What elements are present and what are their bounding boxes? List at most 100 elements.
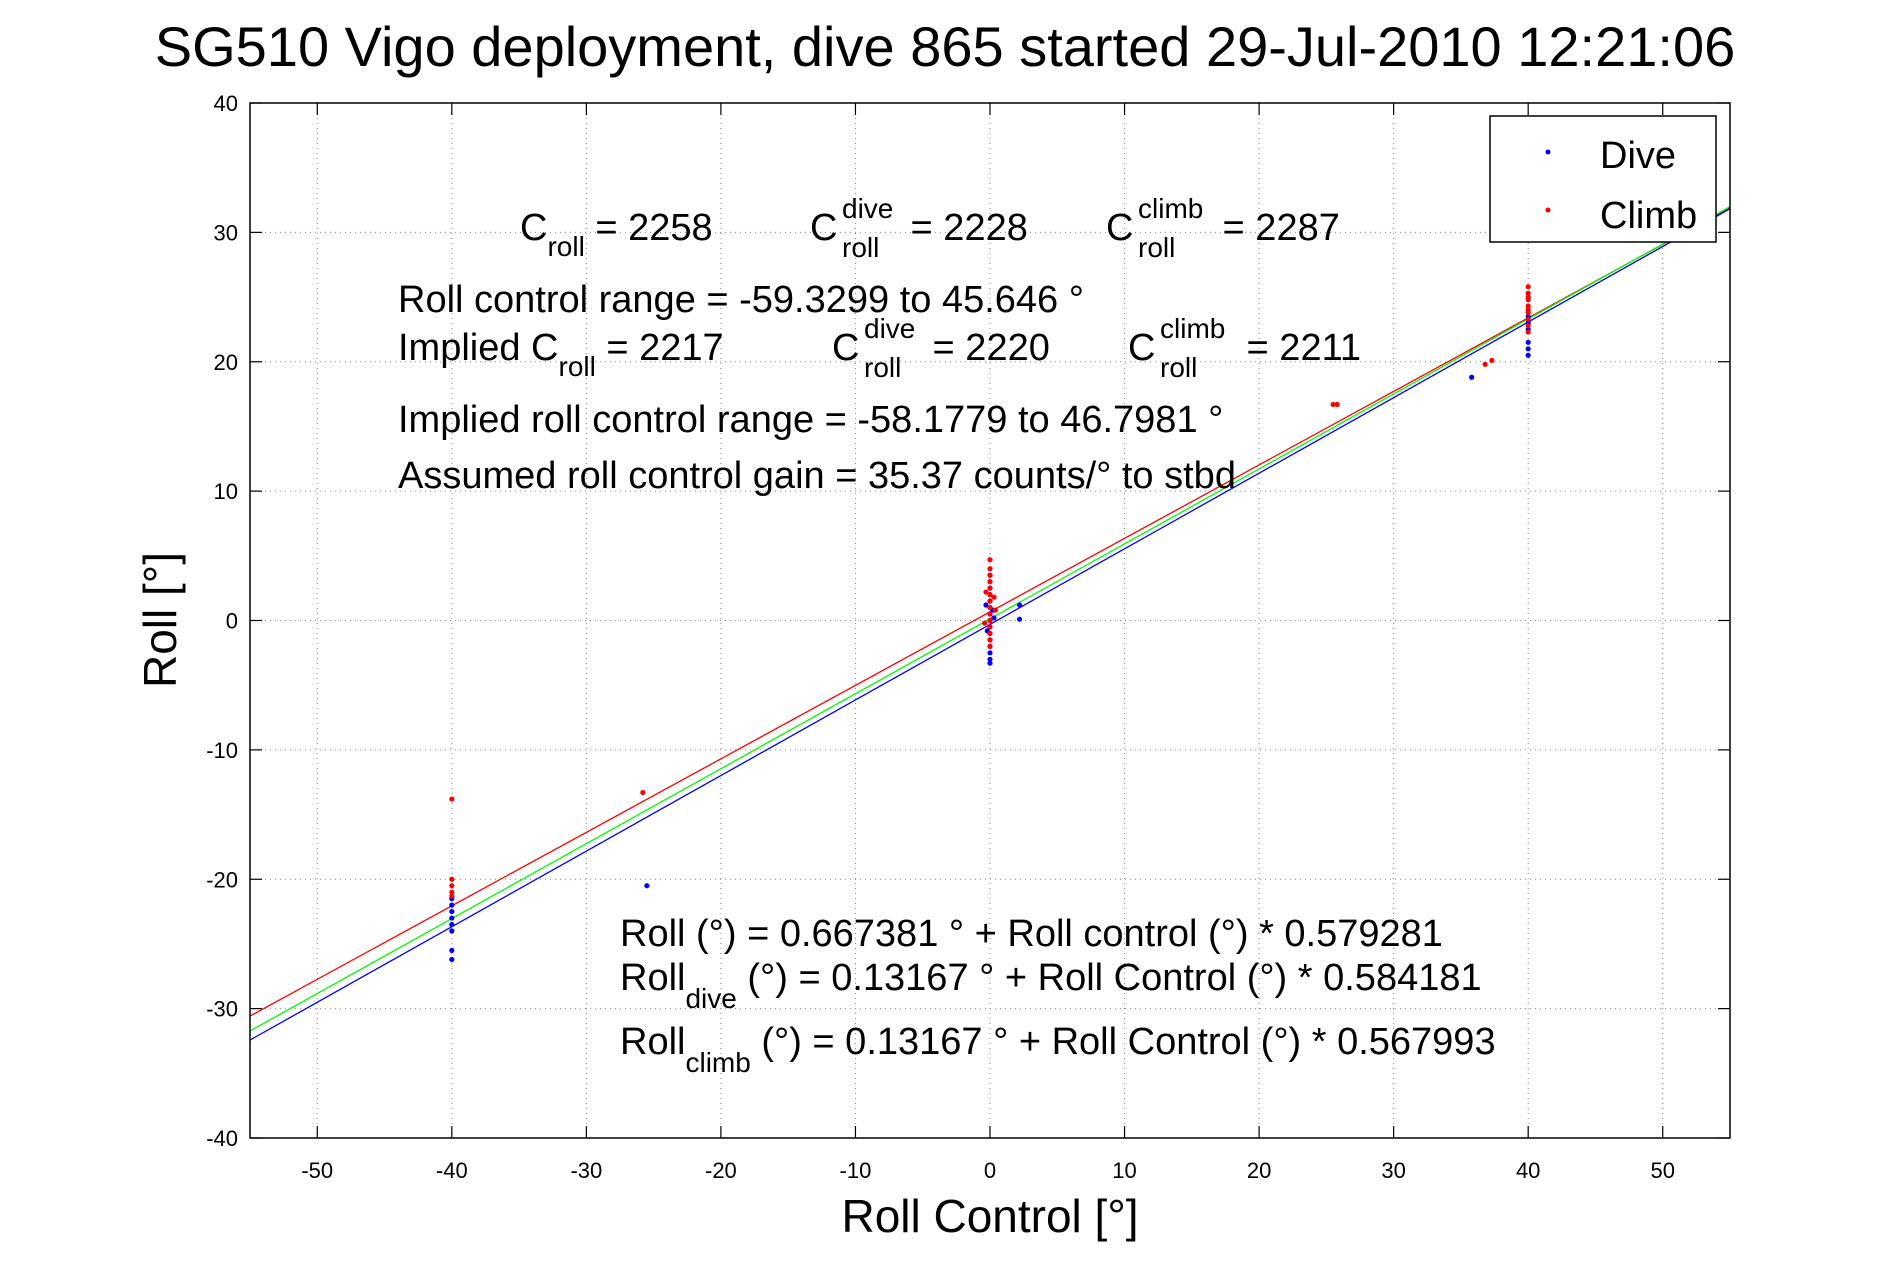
x-tick-label: 40 — [1516, 1158, 1540, 1183]
data-point-dive — [1525, 339, 1531, 345]
data-point-dive — [987, 650, 993, 656]
axis-ticks: -50 -40 -30 -20 -10 0 10 20 30 40 50 -40 -30 -20 -10 0 1… — [206, 91, 1730, 1183]
annotation-roll-control-range: Roll control range = -59.3299 to 45.646 … — [398, 279, 1084, 321]
data-point-climb — [987, 579, 993, 585]
x-tick-label: -50 — [301, 1158, 333, 1183]
data-point-climb — [1489, 357, 1495, 364]
data-point-climb — [449, 796, 455, 802]
legend-marker-dive — [1545, 149, 1551, 155]
data-point-climb — [1525, 322, 1531, 329]
data-point-climb — [449, 883, 455, 889]
x-tick-label: 10 — [1112, 1158, 1136, 1183]
y-tick-label: 20 — [214, 350, 238, 375]
data-point-climb — [987, 604, 993, 611]
legend: Dive Climb — [1489, 115, 1717, 243]
data-point-climb — [1525, 307, 1531, 313]
data-point-climb — [449, 889, 455, 895]
data-point-dive — [1017, 616, 1023, 622]
annotation-implied-c-roll: Implied Croll = 2217 — [398, 327, 724, 382]
data-point-climb — [1525, 294, 1531, 300]
legend-marker-climb — [1545, 207, 1551, 213]
data-point-climb — [987, 598, 993, 604]
y-tick-label: -30 — [206, 997, 238, 1022]
x-tick-label: 30 — [1381, 1158, 1405, 1183]
data-point-dive — [1525, 346, 1531, 352]
data-point-dive — [1525, 352, 1531, 358]
data-point-climb — [640, 789, 646, 796]
annotation-assumed-gain: Assumed roll control gain = 35.37 counts… — [398, 455, 1236, 497]
data-point-climb — [987, 566, 993, 572]
data-point-dive — [449, 908, 455, 915]
data-point-dive — [987, 660, 993, 666]
data-point-climb — [987, 624, 993, 630]
data-point-climb — [987, 585, 993, 591]
data-point-dive — [449, 947, 455, 954]
annotation-fit-all: Roll (°) = 0.667381 ° + Roll control (°)… — [620, 913, 1443, 955]
data-point-climb — [987, 630, 993, 637]
y-tick-label: 40 — [214, 91, 238, 116]
data-point-dive — [449, 915, 455, 921]
x-tick-label: 20 — [1247, 1158, 1271, 1183]
y-axis-label: Roll [°] — [134, 552, 186, 688]
x-axis-label: Roll Control [°] — [841, 1190, 1138, 1242]
y-tick-label: 30 — [214, 220, 238, 245]
x-tick-label: -20 — [705, 1158, 737, 1183]
data-point-climb — [987, 611, 993, 617]
data-point-dive — [983, 602, 989, 608]
data-point-climb — [1525, 290, 1531, 296]
data-point-dive — [644, 883, 650, 889]
y-tick-label: -20 — [206, 867, 238, 892]
legend-label-dive: Dive — [1600, 135, 1676, 177]
annotation-fit-dive: Rolldive (°) = 0.13167 ° + Roll Control … — [620, 957, 1482, 1014]
data-point-climb — [449, 876, 455, 882]
x-tick-label: 0 — [984, 1158, 996, 1183]
y-tick-label: -40 — [206, 1126, 238, 1151]
data-point-climb — [1334, 401, 1340, 408]
annotation-c-roll: Croll = 2258 — [520, 207, 713, 262]
data-point-climb — [1525, 284, 1531, 290]
data-point-dive — [449, 902, 455, 908]
data-point-climb — [1330, 401, 1336, 408]
data-point-climb — [1525, 316, 1531, 322]
annotation-fit-climb: Rollclimb (°) = 0.13167 ° + Roll Control… — [620, 1021, 1496, 1078]
data-point-dive — [991, 615, 997, 621]
data-point-climb — [1482, 361, 1488, 367]
x-tick-label: -10 — [840, 1158, 872, 1183]
annotation-implied-range: Implied roll control range = -58.1779 to… — [398, 399, 1223, 441]
x-tick-label: -40 — [436, 1158, 468, 1183]
data-point-dive — [1469, 374, 1475, 380]
y-tick-label: -10 — [206, 738, 238, 763]
data-point-dive — [987, 656, 993, 662]
data-point-climb — [987, 572, 993, 578]
data-point-dive — [1017, 602, 1023, 608]
data-point-climb — [987, 617, 993, 624]
data-point-climb — [449, 893, 455, 899]
data-point-dive — [449, 921, 455, 928]
data-point-climb — [1525, 329, 1531, 335]
legend-label-climb: Climb — [1600, 195, 1697, 237]
x-tick-label: -30 — [570, 1158, 602, 1183]
data-point-climb — [991, 594, 997, 600]
legend-box — [1489, 115, 1717, 243]
chart-title: SG510 Vigo deployment, dive 865 started … — [155, 15, 1736, 78]
data-point-climb — [987, 592, 993, 598]
data-point-climb — [987, 637, 993, 643]
data-point-climb — [982, 620, 988, 626]
data-point-dive — [449, 956, 455, 963]
data-point-dive — [449, 928, 455, 934]
data-point-climb — [987, 643, 993, 649]
data-point-climb — [983, 589, 989, 595]
data-points — [449, 284, 1531, 963]
data-point-climb — [992, 607, 998, 613]
y-tick-label: 10 — [214, 479, 238, 504]
y-tick-label: 0 — [226, 609, 238, 634]
data-point-climb — [1525, 303, 1531, 309]
x-tick-label: 50 — [1650, 1158, 1674, 1183]
data-point-climb — [987, 557, 993, 563]
